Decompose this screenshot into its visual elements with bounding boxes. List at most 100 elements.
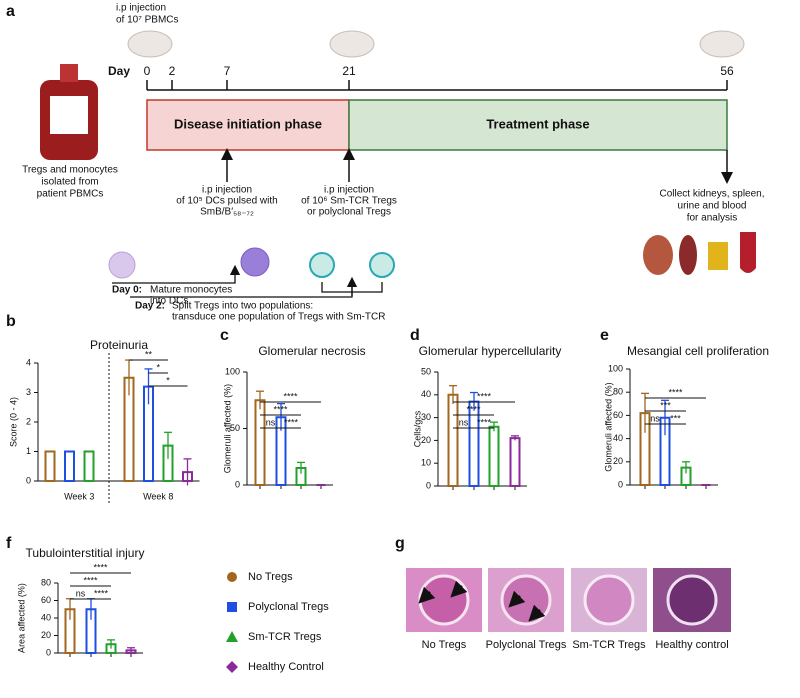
annotation: urine and blood [678, 201, 747, 212]
significance-label: **** [284, 417, 299, 427]
bar [143, 385, 154, 482]
phase-label: Treatment phase [486, 116, 589, 131]
error-bar [682, 461, 690, 474]
bar [488, 425, 500, 487]
legend-marker [226, 631, 238, 642]
legend-label: Sm-TCR Tregs [248, 631, 322, 643]
significance-label: **** [93, 562, 108, 572]
bar [64, 608, 76, 654]
chart-title: Glomerular necrosis [258, 344, 365, 358]
bar [639, 412, 651, 486]
annotation: for analysis [687, 213, 738, 224]
chart-title: Proteinuria [90, 338, 148, 352]
y-tick-label: 60 [613, 410, 623, 420]
step-text: Split Tregs into two populations: [172, 301, 313, 312]
panel-label: c [220, 327, 229, 344]
bar [680, 466, 692, 486]
significance-label: ** [145, 349, 153, 359]
significance-label: ns [459, 417, 469, 427]
phase-box [348, 99, 728, 151]
day-number: 56 [720, 64, 734, 78]
significance-label: **** [94, 588, 109, 598]
annotation: i.p injection [116, 3, 166, 14]
y-tick-label: 60 [41, 595, 51, 605]
panel-label: b [6, 313, 16, 330]
monocyte [108, 251, 136, 279]
error-bar [490, 421, 498, 432]
legend-marker [227, 572, 237, 582]
treg [309, 252, 335, 278]
chart-title: Tubulointerstitial injury [26, 546, 145, 560]
step-label: Day 0: [112, 285, 142, 296]
dc [240, 247, 270, 277]
panel-label: g [395, 535, 405, 552]
phase-box [146, 99, 350, 151]
significance-label: **** [477, 391, 492, 401]
annotation: of 10⁷ PBMCs [116, 15, 179, 26]
significance-label: **** [83, 575, 98, 585]
timeline-art [40, 30, 756, 298]
bar [447, 393, 459, 487]
panel-label: f [6, 535, 12, 552]
chart-title: Glomerular hypercellularity [419, 344, 562, 358]
day-number: 2 [169, 64, 176, 78]
treg [369, 252, 395, 278]
y-tick-label: 4 [26, 357, 31, 367]
phase-label: Disease initiation phase [174, 116, 322, 131]
day-label: Day [108, 64, 130, 78]
panel-label: d [410, 327, 420, 344]
annotation: of 10⁵ DCs pulsed with [176, 196, 277, 207]
error-bar [127, 647, 135, 653]
legend-label: No Tregs [248, 571, 293, 583]
significance-label: ns [76, 588, 86, 598]
y-axis-label: Cells/gcs [412, 410, 422, 447]
y-axis-label: Score (0 - 4) [8, 397, 18, 447]
panel-label: e [600, 327, 609, 344]
y-tick-label: 40 [41, 612, 51, 622]
legend-marker [226, 661, 238, 673]
error-bar [449, 385, 457, 404]
error-bar [297, 461, 305, 474]
y-tick-label: 1 [26, 446, 31, 456]
y-tick-label: 20 [421, 435, 431, 445]
connector [112, 264, 241, 284]
day-number: 7 [224, 64, 231, 78]
y-tick-label: 100 [225, 366, 240, 376]
y-tick-label: 40 [613, 433, 623, 443]
y-tick-label: 100 [608, 363, 623, 373]
blood-bag [40, 64, 98, 160]
organ-icons [643, 232, 756, 275]
significance-label: **** [466, 404, 481, 414]
step-text: Mature monocytes [150, 285, 232, 296]
bar [295, 467, 307, 486]
bar [123, 376, 135, 482]
histology-art [406, 568, 731, 632]
annotation: isolated from [41, 177, 98, 188]
y-axis-label: Glomeruli affected (%) [222, 384, 232, 473]
x-tick-label: Week 8 [143, 491, 173, 501]
y-tick-label: 80 [613, 387, 623, 397]
y-tick-label: 30 [421, 412, 431, 422]
significance-label: ns [650, 413, 660, 423]
y-tick-label: 0 [618, 479, 623, 489]
significance-label: **** [668, 387, 683, 397]
y-tick-label: 50 [230, 423, 240, 433]
bar [275, 416, 287, 486]
significance-label: * [166, 375, 170, 385]
bar [659, 416, 671, 486]
y-tick-label: 0 [46, 647, 51, 657]
image-caption: Healthy control [655, 639, 728, 651]
bar [162, 444, 174, 482]
y-tick-label: 20 [41, 630, 51, 640]
significance-label: * [156, 362, 160, 372]
annotation: or polyclonal Tregs [307, 207, 391, 218]
annotation: i.p injection [202, 185, 252, 196]
bar [509, 437, 521, 487]
y-tick-label: 10 [421, 458, 431, 468]
error-bar [277, 402, 285, 431]
y-tick-label: 50 [421, 366, 431, 376]
panel-label: a [6, 3, 15, 20]
y-tick-label: 2 [26, 416, 31, 426]
error-bar [256, 390, 264, 410]
